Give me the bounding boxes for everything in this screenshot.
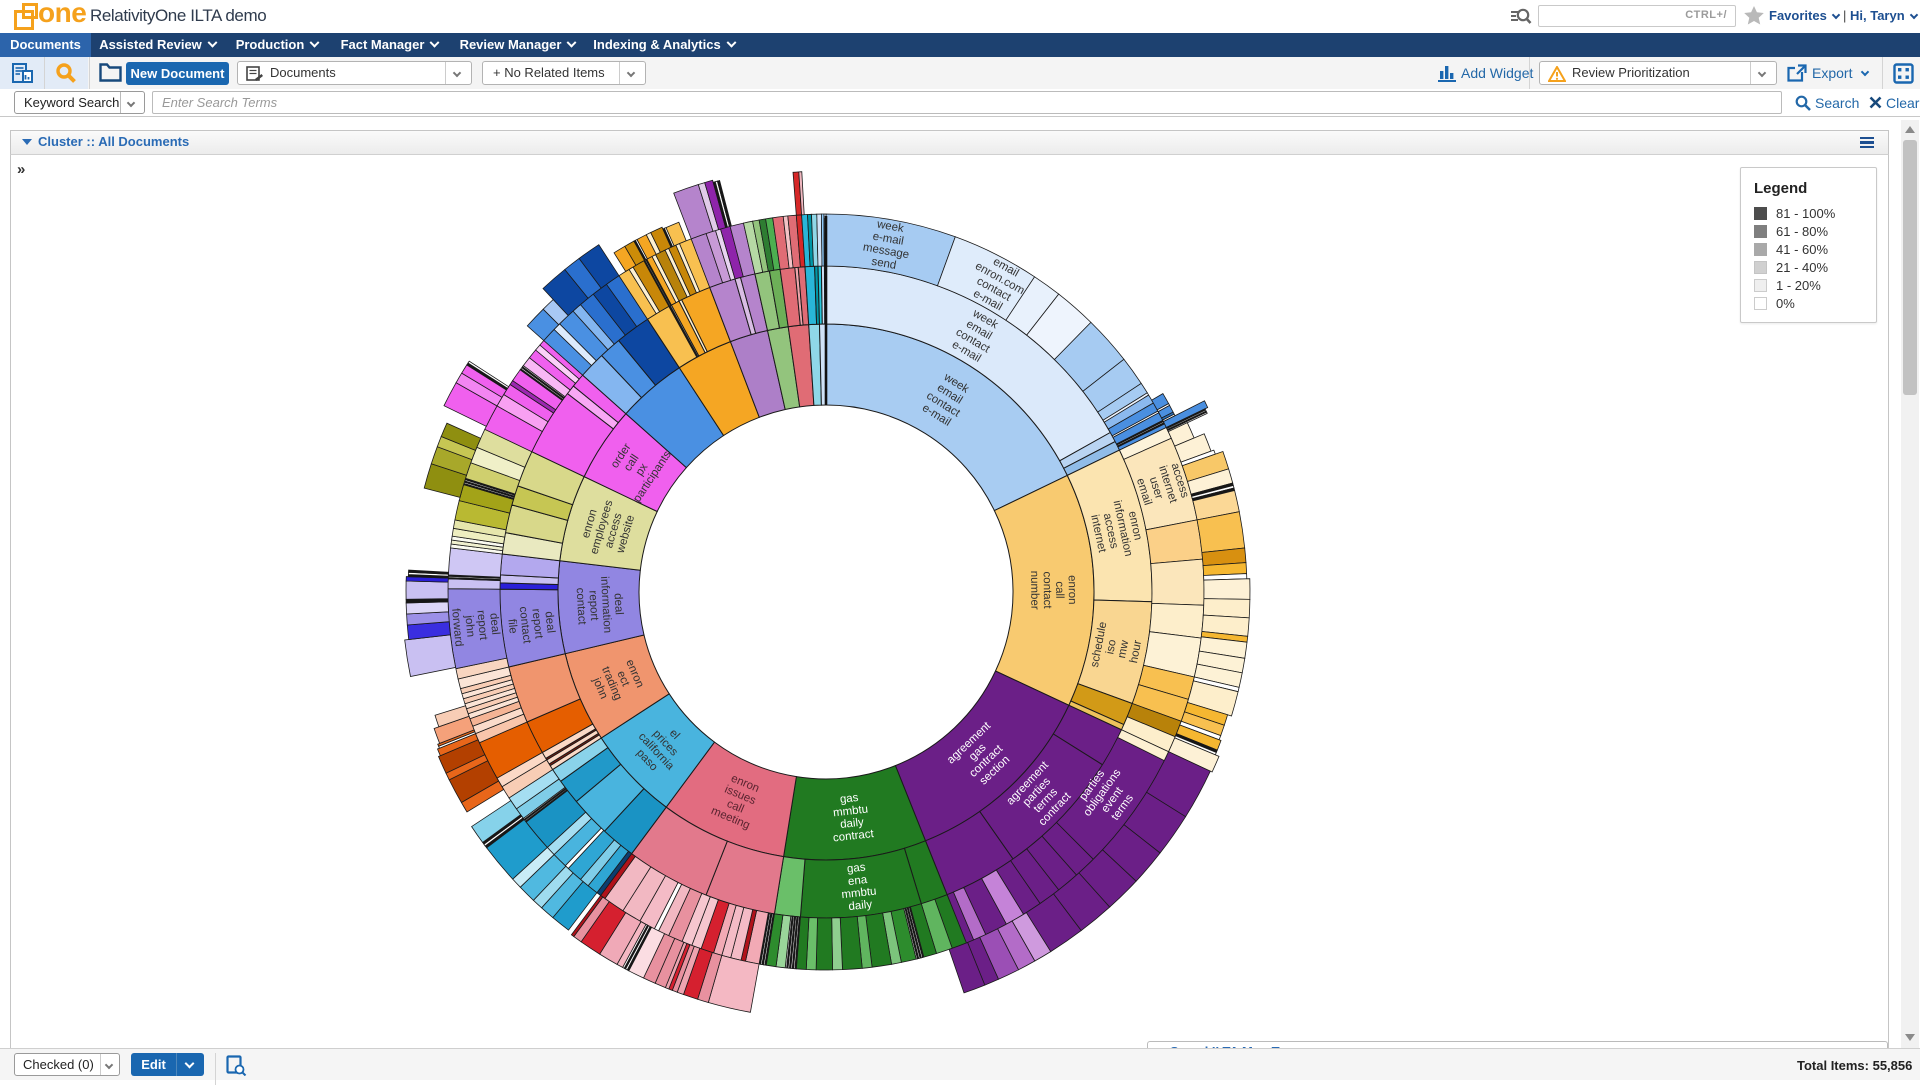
svg-text:weekemailcontacte-mail: weekemailcontacte-mail (947, 305, 1005, 367)
svg-text:gasenammbtudaily: gasenammbtudaily (838, 861, 878, 914)
svg-text:enronemployeesaccesswebsite: enronemployeesaccesswebsite (576, 495, 639, 562)
svg-text:dealinformationreportcontact: dealinformationreportcontact (573, 575, 626, 635)
svg-text:weeke-mailmessagesend: weeke-mailmessagesend (860, 217, 915, 274)
svg-text:dealreportjohnforward: dealreportjohnforward (449, 604, 502, 647)
svg-text:enroncallcontactnumber: enroncallcontactnumber (1028, 570, 1078, 610)
svg-text:dealreportcontactfile: dealreportcontactfile (504, 603, 557, 646)
svg-text:gasmmbtudailycontract: gasmmbtudailycontract (828, 791, 875, 845)
svg-text:enroninformationaccessinternet: enroninformationaccessinternet (1086, 497, 1146, 563)
